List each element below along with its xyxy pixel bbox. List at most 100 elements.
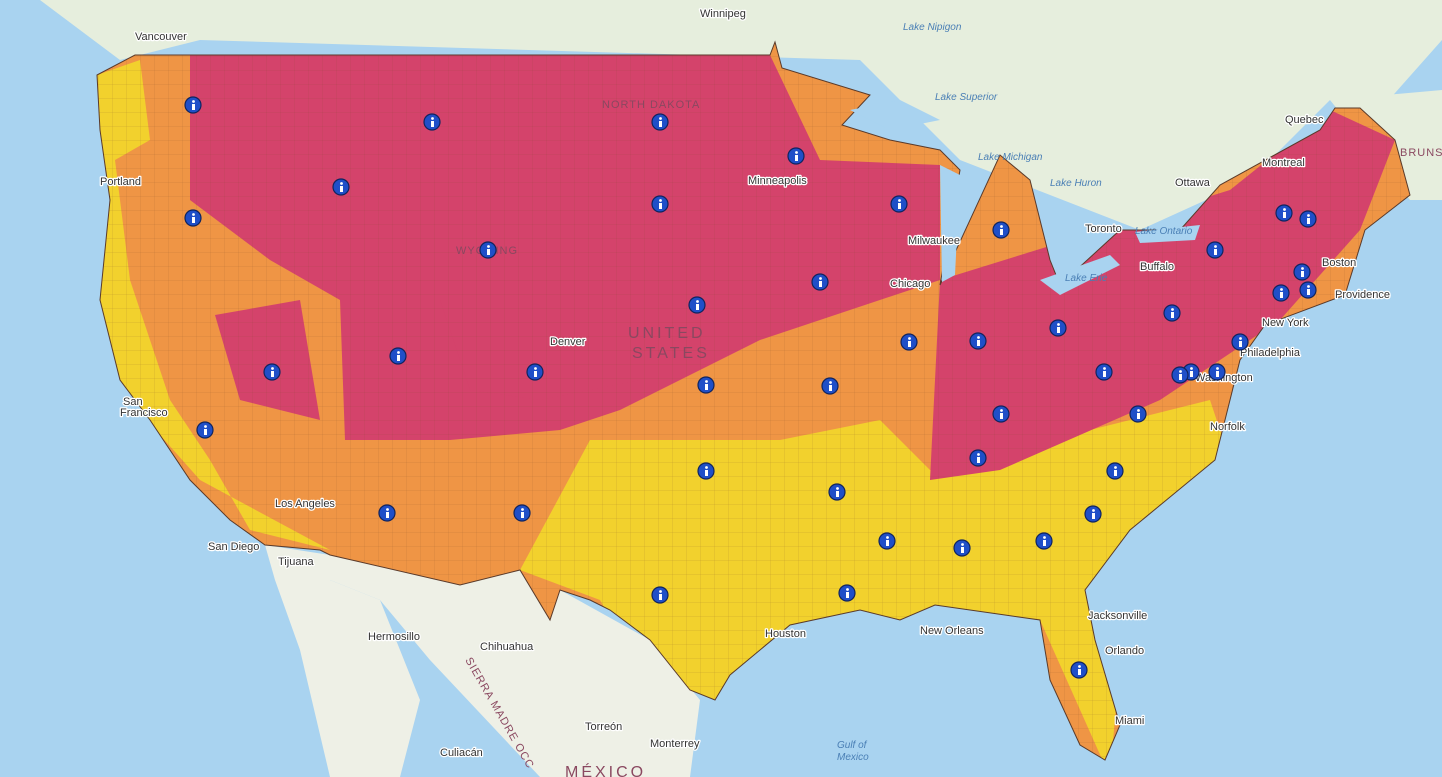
marker-dot xyxy=(836,487,839,490)
marker-stem xyxy=(1239,341,1242,347)
info-marker[interactable] xyxy=(697,462,715,480)
marker-dot xyxy=(1000,225,1003,228)
info-marker[interactable] xyxy=(828,483,846,501)
marker-stem xyxy=(1179,374,1182,380)
marker-dot xyxy=(1000,409,1003,412)
marker-stem xyxy=(1214,249,1217,255)
marker-stem xyxy=(1057,327,1060,333)
place-label: Lake Michigan xyxy=(978,152,1043,163)
place-label: Lake Erie xyxy=(1065,273,1108,284)
marker-stem xyxy=(977,457,980,463)
marker-stem xyxy=(1301,271,1304,277)
marker-dot xyxy=(908,337,911,340)
info-marker[interactable] xyxy=(1171,366,1189,384)
info-marker[interactable] xyxy=(821,377,839,395)
info-marker[interactable] xyxy=(513,504,531,522)
marker-stem xyxy=(1078,669,1081,675)
info-marker[interactable] xyxy=(697,376,715,394)
info-marker[interactable] xyxy=(1299,281,1317,299)
info-marker[interactable] xyxy=(1299,210,1317,228)
info-marker[interactable] xyxy=(1293,263,1311,281)
marker-stem xyxy=(961,547,964,553)
info-marker[interactable] xyxy=(184,209,202,227)
info-marker[interactable] xyxy=(1049,319,1067,337)
marker-stem xyxy=(659,203,662,209)
place-label: Hermosillo xyxy=(368,631,420,643)
place-label: Milwaukee xyxy=(908,235,960,247)
info-marker[interactable] xyxy=(1206,241,1224,259)
info-marker[interactable] xyxy=(184,96,202,114)
marker-stem xyxy=(1307,218,1310,224)
marker-dot xyxy=(1078,665,1081,668)
info-marker[interactable] xyxy=(1163,304,1181,322)
marker-stem xyxy=(836,491,839,497)
place-label: Lake Nipigon xyxy=(903,22,962,33)
place-label: Portland xyxy=(100,176,141,188)
info-marker[interactable] xyxy=(651,586,669,604)
place-label: Los Angeles xyxy=(275,498,335,510)
info-marker[interactable] xyxy=(1070,661,1088,679)
info-marker[interactable] xyxy=(423,113,441,131)
place-label: Providence xyxy=(1335,289,1390,301)
info-marker[interactable] xyxy=(992,221,1010,239)
info-marker[interactable] xyxy=(651,195,669,213)
marker-stem xyxy=(977,340,980,346)
info-marker[interactable] xyxy=(969,332,987,350)
marker-stem xyxy=(192,217,195,223)
lake xyxy=(850,100,940,130)
marker-dot xyxy=(1092,509,1095,512)
info-marker[interactable] xyxy=(479,241,497,259)
marker-dot xyxy=(961,543,964,546)
marker-dot xyxy=(340,182,343,185)
marker-dot xyxy=(977,336,980,339)
info-marker[interactable] xyxy=(651,113,669,131)
place-label: New Orleans xyxy=(920,625,984,637)
place-label: Lake Huron xyxy=(1050,178,1102,189)
info-marker[interactable] xyxy=(1095,363,1113,381)
info-marker[interactable] xyxy=(969,449,987,467)
marker-stem xyxy=(659,121,662,127)
marker-dot xyxy=(521,508,524,511)
marker-stem xyxy=(521,512,524,518)
marker-stem xyxy=(1114,470,1117,476)
info-marker[interactable] xyxy=(811,273,829,291)
marker-stem xyxy=(192,104,195,110)
place-label: Lake Superior xyxy=(935,92,998,103)
place-label: Philadelphia xyxy=(1240,347,1301,359)
marker-stem xyxy=(1000,413,1003,419)
marker-stem xyxy=(1103,371,1106,377)
info-marker[interactable] xyxy=(1084,505,1102,523)
info-marker[interactable] xyxy=(900,333,918,351)
info-marker[interactable] xyxy=(838,584,856,602)
info-marker[interactable] xyxy=(1106,462,1124,480)
place-label: Chicago xyxy=(890,278,930,290)
info-marker[interactable] xyxy=(688,296,706,314)
marker-dot xyxy=(487,245,490,248)
place-label: Chihuahua xyxy=(480,641,534,653)
info-marker[interactable] xyxy=(890,195,908,213)
canada-land xyxy=(0,0,1442,230)
marker-dot xyxy=(705,466,708,469)
info-marker[interactable] xyxy=(953,539,971,557)
info-marker[interactable] xyxy=(1231,333,1249,351)
info-marker[interactable] xyxy=(389,347,407,365)
info-marker[interactable] xyxy=(1272,284,1290,302)
info-marker[interactable] xyxy=(378,504,396,522)
info-marker[interactable] xyxy=(1035,532,1053,550)
marker-dot xyxy=(829,381,832,384)
info-marker[interactable] xyxy=(1208,363,1226,381)
place-label: Francisco xyxy=(120,407,168,419)
info-marker[interactable] xyxy=(263,363,281,381)
info-marker[interactable] xyxy=(1129,405,1147,423)
info-marker[interactable] xyxy=(787,147,805,165)
info-marker[interactable] xyxy=(1275,204,1293,222)
info-marker[interactable] xyxy=(878,532,896,550)
info-marker[interactable] xyxy=(196,421,214,439)
place-label: Minneapolis xyxy=(748,175,807,187)
place-label: NORTH DAKOTA xyxy=(602,99,700,111)
info-marker[interactable] xyxy=(332,178,350,196)
place-label: Houston xyxy=(765,628,806,640)
info-marker[interactable] xyxy=(992,405,1010,423)
info-marker[interactable] xyxy=(526,363,544,381)
